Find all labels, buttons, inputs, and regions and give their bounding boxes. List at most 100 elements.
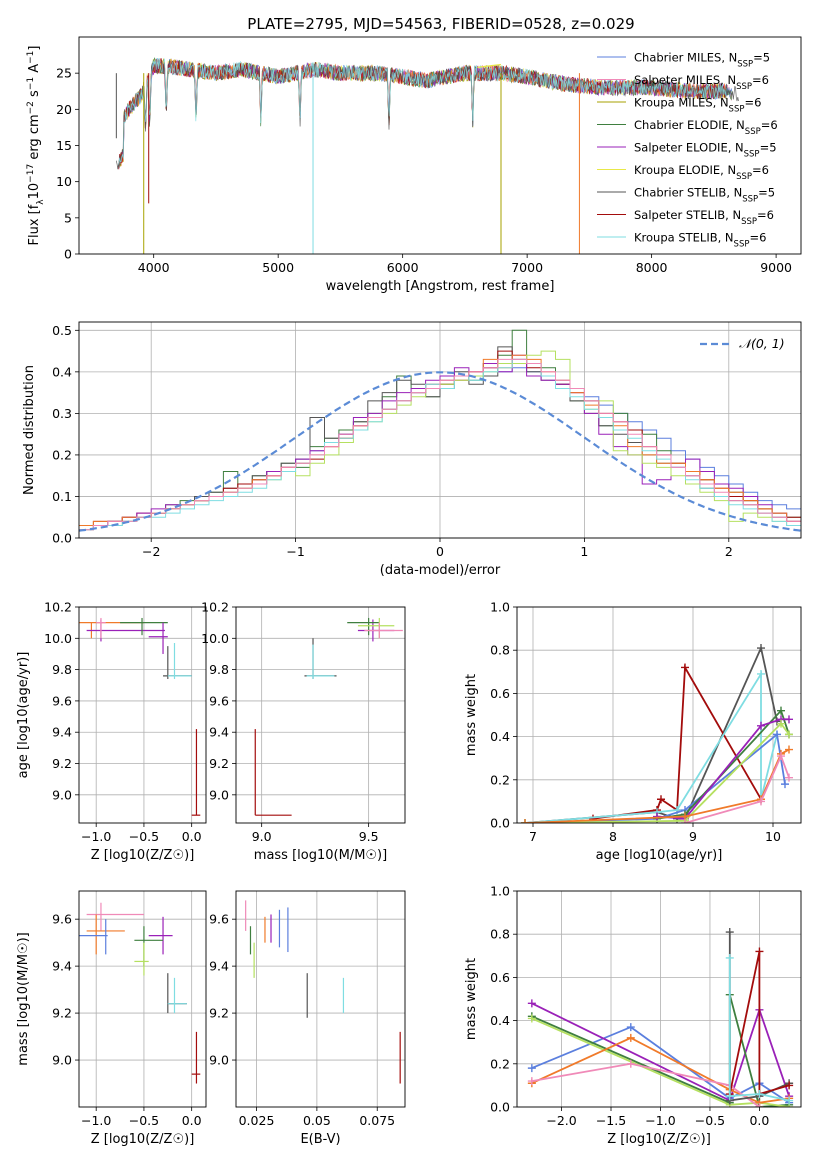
- massweight-vs-metallicity-panel: −2.0 −1.5 −1.0 −0.5 0.0 0.0 0.2 0.4 0.6 0.8 1.0 Z […: [464, 884, 802, 1147]
- legend-sub: SSP: [737, 60, 753, 70]
- x-tick-label: 9000: [760, 260, 792, 275]
- legend-label: Kroupa MILES, NSSP=6: [634, 96, 761, 115]
- y-label-part: −2: [26, 101, 36, 114]
- weight-point-marker: [725, 953, 734, 962]
- x-tick-label: 9: [689, 829, 697, 844]
- legend-text: Kroupa STELIB, N: [634, 231, 734, 245]
- legend-text: Salpeter ELODIE, N: [634, 141, 744, 155]
- y-tick-label: 15: [56, 138, 72, 153]
- weight-point-marker: [725, 1092, 734, 1101]
- weight-series-line: [531, 1002, 790, 1102]
- y-tick-label: 9.6: [209, 693, 229, 708]
- y-tick-label: 0.6: [490, 686, 510, 701]
- x-tick-label: 6000: [387, 260, 419, 275]
- x-tick-label: 7: [529, 829, 537, 844]
- y-tick-label: 0.2: [490, 772, 510, 787]
- axes-frame: [78, 36, 802, 255]
- weight-point-marker: [757, 797, 765, 806]
- x-tick-label: 0.05: [303, 1113, 331, 1128]
- y-tick-label: 0.1: [52, 489, 72, 504]
- legend-text: Kroupa MILES, N: [634, 96, 729, 110]
- x-axis-label: mass [log10(M/M☉)]: [254, 848, 387, 863]
- weight-point-marker: [757, 669, 765, 678]
- weight-point-marker: [527, 1064, 536, 1073]
- legend-label: 𝒩(0, 1): [739, 336, 785, 351]
- y-axis-label: Normed distribution: [22, 365, 37, 495]
- y-label-part: −17: [26, 164, 36, 183]
- y-label-part: 10: [27, 183, 42, 200]
- y-tick-label: 9.4: [209, 959, 229, 974]
- plot-area: [79, 617, 201, 816]
- legend-tail: =5: [753, 51, 770, 65]
- weight-point-marker: [781, 780, 789, 789]
- legend-tail: =5: [760, 141, 777, 155]
- x-tick-label: 10: [765, 829, 781, 844]
- plot-area: [521, 644, 793, 823]
- legend-label: Chabrier ELODIE, NSSP=6: [634, 118, 778, 137]
- y-axis-label: mass weight: [464, 958, 479, 1040]
- x-tick-label: −2.0: [546, 1113, 576, 1128]
- y-axis-label: mass weight: [464, 674, 479, 756]
- y-label-part: Flux [f: [27, 204, 42, 245]
- y-tick-label: 0.4: [490, 729, 510, 744]
- plot-area: [115, 57, 739, 254]
- axes-frame: [516, 890, 802, 1108]
- y-tick-label: 0.6: [490, 970, 510, 985]
- x-tick-label: 9.5: [359, 829, 379, 844]
- weight-point-marker: [527, 999, 536, 1008]
- legend-sub: SSP: [736, 172, 752, 182]
- legend-text: Salpeter MILES, N: [634, 73, 736, 87]
- y-axis-label: Flux [fλ10−17 erg cm−2 s−1 A−1]: [26, 46, 46, 246]
- weight-point-marker: [785, 715, 793, 724]
- legend-tail: =6: [761, 118, 778, 132]
- y-tick-label: 0.2: [490, 1056, 510, 1071]
- axes-frame: [516, 606, 802, 824]
- weight-point-marker: [681, 663, 689, 672]
- y-tick-label: 0.0: [490, 1100, 510, 1115]
- y-label-part: erg cm: [27, 114, 42, 163]
- weight-point-marker: [681, 819, 689, 823]
- plot-area: [245, 900, 401, 1084]
- weight-point-marker: [785, 745, 793, 754]
- y-tick-label: 9.8: [209, 662, 229, 677]
- y-tick-label: 10.0: [201, 631, 229, 646]
- legend-sub: SSP: [741, 217, 757, 227]
- weight-point-marker: [785, 730, 793, 739]
- weight-point-marker: [626, 1059, 635, 1068]
- legend-label: Chabrier STELIB, NSSP=5: [634, 186, 775, 205]
- legend-label: Salpeter MILES, NSSP=6: [634, 73, 769, 92]
- weight-point-marker: [657, 795, 665, 804]
- x-tick-label: 0.0: [749, 1113, 769, 1128]
- weight-series-line: [684, 753, 790, 823]
- age-vs-mass-panel: 9.0 9.5 9.0 9.2 9.4 9.6 9.8 10.0 10.2 mass [log10…: [201, 600, 406, 863]
- x-tick-label: 0.0: [182, 829, 202, 844]
- y-tick-label: 9.2: [52, 1006, 72, 1021]
- x-tick-label: −2: [142, 544, 160, 559]
- weight-point-marker: [521, 819, 529, 823]
- x-tick-label: −1.0: [81, 829, 111, 844]
- residual-histogram-panel: −2 −1 0 1 2 0.0 0.1 0.2 0.3 0.4 0.5 (data-model)/er…: [22, 321, 802, 578]
- axes-frame: [235, 890, 406, 1108]
- y-tick-label: 9.0: [52, 787, 72, 802]
- legend-label: Salpeter ELODIE, NSSP=5: [634, 141, 777, 160]
- figure-title: PLATE=2795, MJD=54563, FIBERID=0528, z=0…: [247, 15, 634, 33]
- weight-point-marker: [785, 773, 793, 782]
- legend-sub: SSP: [745, 127, 761, 137]
- legend-text: Chabrier MILES, N: [634, 51, 737, 65]
- weight-point-marker: [626, 1023, 635, 1032]
- y-tick-label: 10: [56, 174, 72, 189]
- x-tick-label: 0: [436, 544, 444, 559]
- y-tick-label: 9.8: [52, 662, 72, 677]
- age-vs-metallicity-panel: −1.0 −0.5 0.0 9.0 9.2 9.4 9.6 9.8 10.0 10.2 Z [log…: [16, 600, 207, 863]
- x-tick-label: 4000: [138, 260, 170, 275]
- y-tick-label: 9.6: [209, 912, 229, 927]
- weight-point-marker: [773, 730, 781, 739]
- legend-sub: SSP: [744, 150, 760, 160]
- legend-tail: =5: [758, 186, 775, 200]
- x-tick-label: −0.5: [129, 829, 159, 844]
- mass-vs-metallicity-panel: −1.0 −0.5 0.0 9.0 9.2 9.4 9.6 Z [log10(Z/Z☉)] ma…: [16, 890, 207, 1147]
- plot-area: [527, 928, 794, 1107]
- y-tick-label: 9.6: [52, 693, 72, 708]
- x-tick-label: 1: [580, 544, 588, 559]
